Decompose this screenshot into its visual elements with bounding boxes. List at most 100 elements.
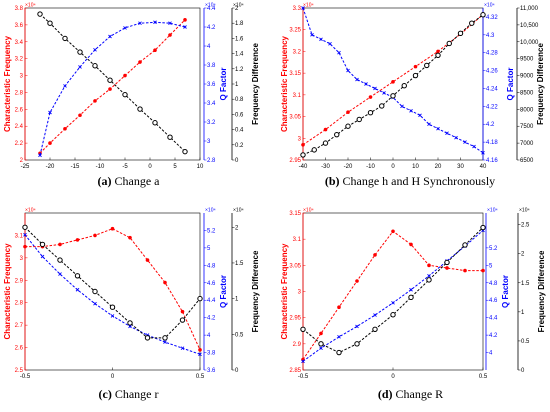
mid-y-tick-label: 4.32 <box>486 15 498 21</box>
mid-y-tick-label: 4.26 <box>486 69 498 75</box>
data-point-blue <box>110 314 115 318</box>
data-point-black <box>300 326 306 332</box>
data-point-blue <box>123 26 127 30</box>
right-y-tick-label: 8000 <box>520 107 534 113</box>
mid-y-tick-label: 3.2 <box>207 120 216 126</box>
data-point-red <box>391 229 395 234</box>
data-point-black <box>311 147 317 153</box>
x-tick-label: 40 <box>480 164 487 170</box>
data-point-blue <box>337 50 341 55</box>
data-point-blue <box>153 20 157 25</box>
data-point-blue <box>93 47 97 52</box>
mid-axis-multiplier: ×10⁴ <box>484 3 495 9</box>
left-y-tick-label: 2.6 <box>15 346 24 352</box>
data-point-blue <box>409 109 413 113</box>
data-point-blue <box>180 346 185 351</box>
data-point-blue <box>337 335 341 339</box>
x-tick-label: 5 <box>173 164 177 170</box>
x-tick-label: -0.5 <box>298 374 309 380</box>
right-y-tick-label: 2 <box>235 6 239 12</box>
left-y-tick-label: 3.1 <box>293 93 302 99</box>
x-tick-label: -5 <box>122 164 128 170</box>
mid-axis-multiplier: ×10⁴ <box>205 3 216 9</box>
data-point-black <box>412 72 419 79</box>
data-point-black <box>92 288 98 295</box>
panel-caption: (b) Change h and H Synchronously <box>325 174 495 188</box>
mid-y-tick-label: 4.3 <box>486 33 495 39</box>
series-blue-line <box>302 7 484 154</box>
data-point-black <box>462 242 468 248</box>
chart-panel-a: -25 -20 -15 -10 -5 0 5 1022.22.42.62.833.23.43.… <box>3 3 260 189</box>
data-point-blue <box>58 272 62 276</box>
data-point-black <box>162 335 168 341</box>
right-y-tick-label: 0 <box>521 368 525 374</box>
data-point-blue <box>301 359 305 364</box>
data-point-blue <box>454 135 458 140</box>
data-point-black <box>424 62 430 69</box>
left-y-tick-label: 2.2 <box>15 141 24 147</box>
mid-y-tick-label: 4 <box>207 44 211 50</box>
right-y-tick-label: 0.5 <box>521 339 530 345</box>
data-point-blue <box>409 287 413 292</box>
data-point-blue <box>163 340 167 344</box>
mid-y-tick-label: 4.8 <box>489 281 498 287</box>
left-y-tick-label: 3.3 <box>293 6 302 12</box>
data-point-blue <box>355 324 359 329</box>
data-point-blue <box>78 65 82 69</box>
data-point-black <box>39 241 46 248</box>
mid-y-tick-label: 4.4 <box>207 6 216 12</box>
mid-y-tick-label: 3.8 <box>207 63 216 69</box>
left-y-tick-label: 3.15 <box>289 71 301 77</box>
mid-y-tick-label: 4.28 <box>486 51 498 57</box>
right-y-tick-label: 1.5 <box>235 261 244 267</box>
x-tick-label: -15 <box>71 164 80 170</box>
data-point-red <box>138 60 142 64</box>
x-tick-label: -20 <box>46 164 55 170</box>
left-y-tick-label: 2.85 <box>289 368 301 374</box>
left-axis-label: Characteristic Frequency <box>280 35 289 132</box>
left-y-tick-label: 3.6 <box>15 23 24 29</box>
data-point-black <box>318 341 324 347</box>
data-point-black <box>47 20 53 26</box>
x-tick-label: 0.5 <box>196 374 205 380</box>
mid-y-tick-label: 4.16 <box>486 158 498 164</box>
series-red-line <box>302 14 484 146</box>
data-point-black <box>182 148 188 155</box>
data-point-black <box>137 106 143 112</box>
right-y-tick-label: 1 <box>235 82 239 88</box>
right-axis-label: Frequency Difference <box>536 43 545 125</box>
right-y-tick-label: 0.2 <box>235 143 244 149</box>
data-point-red <box>198 348 202 352</box>
x-tick-label: 0 <box>391 164 395 170</box>
left-y-tick-label: 3.15 <box>289 211 301 217</box>
series-blue-line <box>24 234 201 355</box>
data-point-black <box>334 131 340 138</box>
data-point-red <box>23 244 27 249</box>
data-point-black <box>356 116 362 123</box>
data-point-blue <box>472 144 476 149</box>
data-point-black <box>122 91 128 98</box>
mid-axis-multiplier: ×10⁴ <box>487 208 498 214</box>
data-point-red <box>445 266 449 270</box>
x-tick-label: -30 <box>321 164 330 170</box>
data-point-red <box>183 18 187 22</box>
data-point-black <box>379 103 385 109</box>
data-point-red <box>301 143 305 147</box>
mid-y-tick-label: 4.24 <box>486 86 498 92</box>
data-point-blue <box>198 352 202 357</box>
mid-y-tick-label: 4.2 <box>486 122 495 128</box>
left-y-tick-label: 3.05 <box>289 115 301 121</box>
left-y-tick-label: 2.4 <box>15 124 24 130</box>
data-point-blue <box>427 122 431 127</box>
x-tick-label: -25 <box>21 164 30 170</box>
left-y-tick-label: 2.8 <box>15 301 24 307</box>
data-point-black <box>109 304 116 310</box>
left-y-tick-label: 3.4 <box>15 40 24 46</box>
right-y-tick-label: 9000 <box>520 74 534 80</box>
mid-y-tick-label: 4.6 <box>489 298 498 304</box>
mid-axis-label: Q Factor <box>506 68 515 101</box>
series-red-line <box>25 228 201 351</box>
data-point-blue <box>346 68 350 73</box>
data-point-red <box>93 233 97 238</box>
